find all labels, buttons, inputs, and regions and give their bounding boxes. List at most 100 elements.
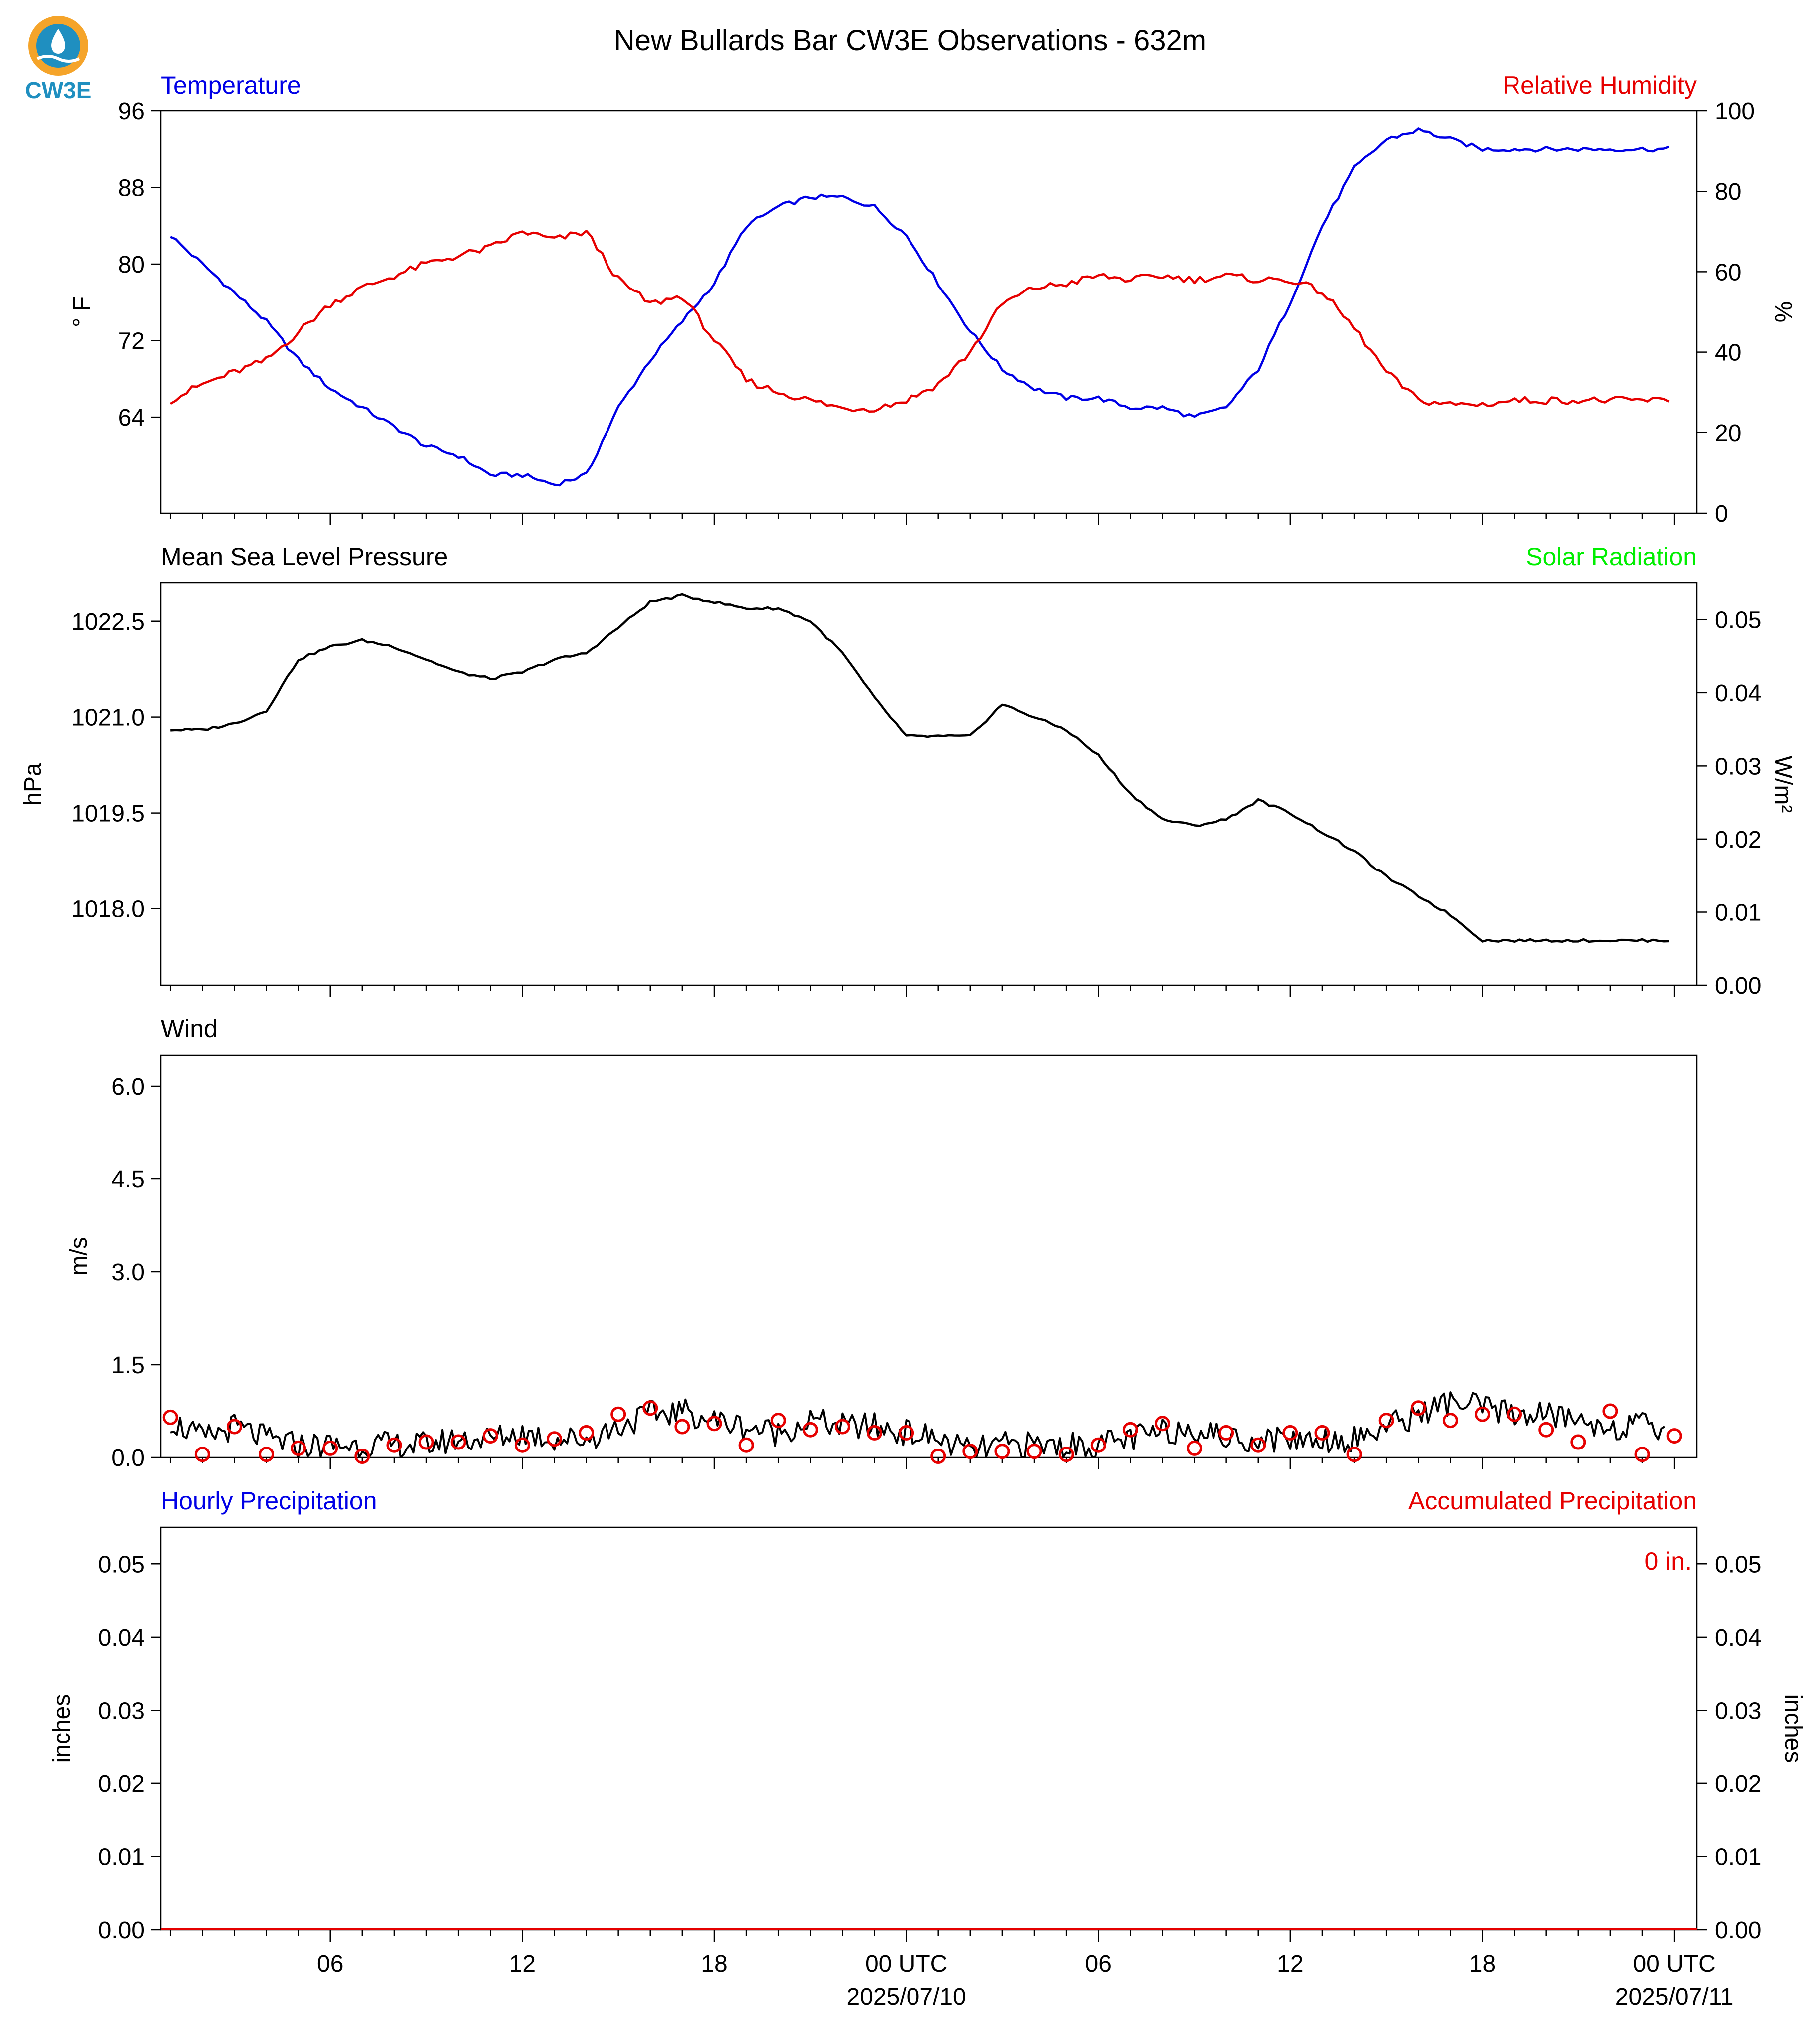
wind-marker-5 (322, 1440, 338, 1456)
humidity-axis-label: % (1770, 301, 1796, 323)
wind-marker-43 (1538, 1422, 1554, 1438)
x-tick-label-1: 12 (509, 1951, 536, 1977)
y-tick-label-left-3-3: 4.5 (111, 1166, 145, 1193)
precip-axis-label: inches (49, 1694, 75, 1763)
wind-marker-22 (867, 1425, 883, 1441)
y-tick-label-left-4-1: 0.01 (98, 1844, 145, 1870)
humidity-line (170, 230, 1670, 413)
wind-marker-9 (450, 1434, 466, 1450)
panel-wind: Wind m/s 0.0 1.5 3.0 4.5 6.0 (66, 1015, 1698, 1471)
y-tick-label-right-1-0: 0 (1715, 501, 1728, 527)
wind-marker-39 (1410, 1400, 1426, 1416)
wind-marker-14 (610, 1406, 626, 1422)
wind-marker-16 (674, 1419, 690, 1435)
accum-axis-label: inches (1780, 1694, 1806, 1763)
y-tick-label-right-1-1: 20 (1715, 420, 1741, 447)
wind-marker-1 (194, 1447, 210, 1462)
x-tick-label-2: 18 (701, 1951, 727, 1977)
temperature-axis-label: ° F (69, 296, 95, 327)
solar-title: Solar Radiation (1526, 543, 1697, 571)
y-tick-label-right-4-4: 0.04 (1715, 1625, 1761, 1651)
y-tick-label-right-2-0: 0.00 (1715, 973, 1761, 999)
x-tick-label-6: 18 (1469, 1951, 1496, 1977)
humidity-title: Relative Humidity (1503, 71, 1697, 99)
panel-temperature-humidity: Temperature Relative Humidity ° F % 64 72… (69, 71, 1796, 527)
y-tick-label-right-1-4: 80 (1715, 179, 1741, 205)
pressure-title: Mean Sea Level Pressure (161, 543, 448, 571)
wind-marker-0 (162, 1409, 178, 1425)
y-tick-label-left-1-2: 80 (118, 252, 145, 278)
wind-axis-label: m/s (66, 1237, 92, 1275)
x-tick-label-3: 00 UTC (865, 1951, 947, 1977)
wind-marker-2 (226, 1419, 242, 1435)
y-tick-label-right-4-1: 0.01 (1715, 1844, 1761, 1870)
wind-marker-21 (834, 1419, 850, 1435)
wind-marker-33 (1218, 1425, 1234, 1441)
y-tick-label-left-4-5: 0.05 (98, 1551, 145, 1578)
wind-marker-8 (418, 1434, 434, 1450)
y-tick-label-right-2-1: 0.01 (1715, 899, 1761, 926)
x-tick-label-7: 00 UTC (1633, 1951, 1715, 1977)
y-tick-label-right-4-0: 0.00 (1715, 1917, 1761, 1944)
figure-title: New Bullards Bar CW3E Observations - 632… (614, 24, 1206, 57)
wind-marker-37 (1346, 1447, 1362, 1462)
panel-precipitation: Hourly Precipitation Accumulated Precipi… (49, 1487, 1806, 2010)
wind-marker-11 (514, 1437, 530, 1453)
y-tick-label-left-1-4: 96 (118, 98, 145, 125)
wind-marker-34 (1250, 1437, 1266, 1453)
wind-marker-10 (482, 1428, 498, 1444)
plot-frame-4 (160, 1526, 1698, 1931)
temperature-line (170, 127, 1670, 487)
date-label-0: 2025/07/10 (847, 1984, 966, 2010)
wind-marker-7 (386, 1437, 402, 1453)
wind-marker-27 (1026, 1444, 1042, 1459)
wind-marker-36 (1314, 1425, 1330, 1441)
logo-wave (36, 55, 80, 63)
plot-frame-2 (160, 582, 1698, 986)
hourly-precip-title: Hourly Precipitation (161, 1487, 377, 1515)
plot-frame-3 (160, 1054, 1698, 1458)
panel-pressure-solar: Mean Sea Level Pressure Solar Radiation … (20, 543, 1796, 999)
cw3e-logo: CW3E (25, 16, 92, 103)
y-tick-label-right-1-5: 100 (1715, 98, 1755, 125)
wind-marker-31 (1154, 1416, 1170, 1432)
wind-marker-30 (1122, 1422, 1138, 1438)
y-tick-label-left-4-2: 0.02 (98, 1771, 145, 1797)
y-tick-label-right-1-3: 60 (1715, 259, 1741, 286)
wind-marker-29 (1090, 1437, 1106, 1453)
y-tick-label-left-2-1: 1019.5 (71, 801, 145, 827)
y-tick-label-right-4-5: 0.05 (1715, 1551, 1761, 1578)
wind-marker-19 (770, 1413, 786, 1429)
logo-text: CW3E (25, 77, 92, 103)
accum-precip-title: Accumulated Precipitation (1408, 1487, 1697, 1515)
water-drop-icon (51, 29, 65, 54)
wind-marker-4 (291, 1440, 306, 1456)
wind-marker-12 (546, 1431, 562, 1447)
wind-marker-6 (354, 1449, 370, 1464)
y-tick-label-left-2-0: 1018.0 (71, 896, 145, 922)
wind-marker-38 (1378, 1413, 1394, 1429)
x-tick-label-0: 06 (317, 1951, 343, 1977)
solar-axis-label: W/m² (1770, 756, 1796, 813)
wind-marker-45 (1602, 1403, 1618, 1419)
wind-marker-47 (1666, 1428, 1682, 1444)
y-tick-label-left-2-3: 1022.5 (71, 609, 145, 635)
y-tick-label-right-2-5: 0.05 (1715, 607, 1761, 633)
y-tick-label-left-1-0: 64 (118, 405, 145, 431)
wind-marker-23 (899, 1425, 914, 1441)
y-tick-label-left-1-3: 88 (118, 175, 145, 202)
y-tick-label-right-2-4: 0.04 (1715, 680, 1761, 707)
wind-marker-46 (1634, 1447, 1650, 1462)
plot-frame-1 (160, 110, 1698, 514)
y-tick-label-left-4-0: 0.00 (98, 1917, 145, 1944)
wind-marker-3 (259, 1447, 275, 1462)
wind-marker-20 (802, 1422, 818, 1438)
wind-marker-40 (1442, 1413, 1458, 1429)
y-tick-label-left-4-3: 0.03 (98, 1698, 145, 1724)
wind-marker-18 (738, 1437, 754, 1453)
pressure-line (170, 593, 1669, 943)
y-tick-label-left-1-1: 72 (118, 328, 145, 355)
wind-marker-32 (1187, 1440, 1203, 1456)
x-tick-label-5: 12 (1277, 1951, 1303, 1977)
